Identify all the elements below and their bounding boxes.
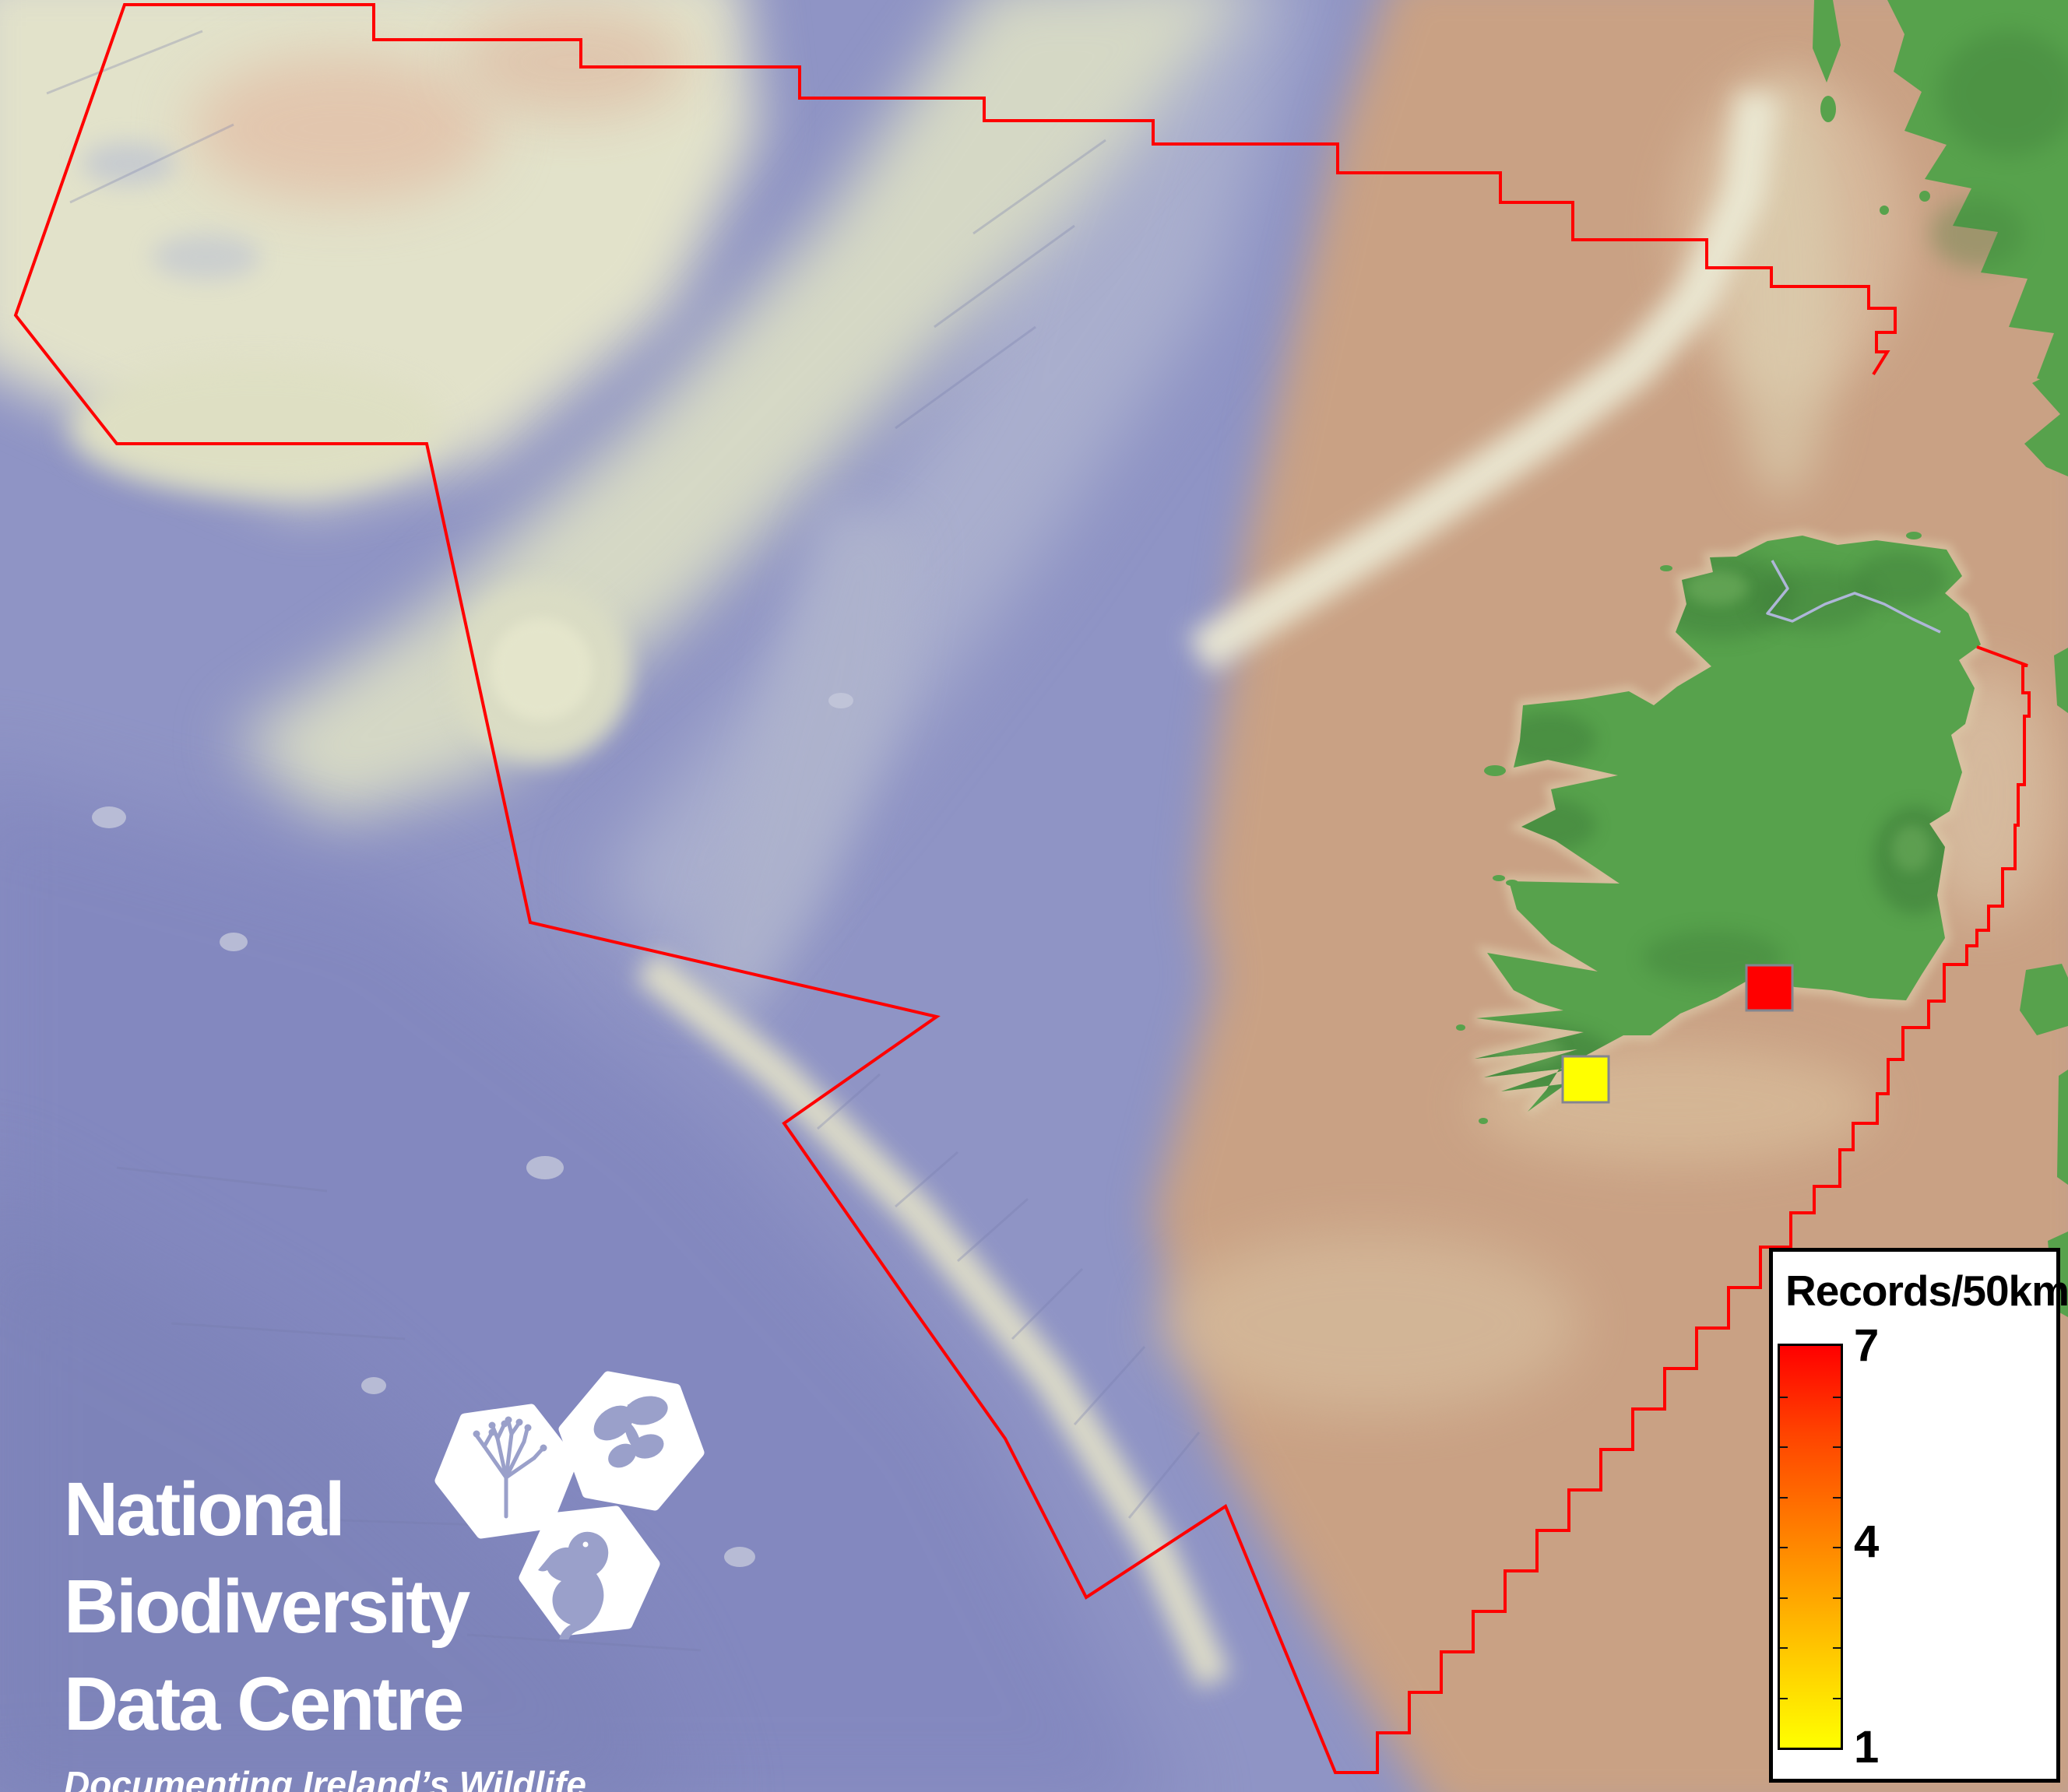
logo-hexagons	[434, 1371, 705, 1639]
plateau-dimple	[82, 142, 175, 185]
logo-line-1: National	[64, 1467, 346, 1551]
galloway-landmass	[2024, 366, 2068, 476]
legend-tick	[1833, 1597, 1841, 1599]
celtic-sand	[1160, 1234, 1581, 1413]
ireland-landmass	[1475, 536, 1981, 1112]
plateau-pink-high	[191, 54, 494, 202]
legend-tick	[1780, 1597, 1788, 1599]
plateau-pink-high2	[455, 8, 689, 117]
legend-gradient-bar	[1778, 1344, 1843, 1750]
ridge-knobby	[70, 362, 444, 494]
legend-tick	[1833, 1497, 1841, 1499]
record-cell-low	[1561, 1055, 1610, 1104]
legend-tick	[1780, 1446, 1788, 1448]
legend-box: Records/50km 7 4 1	[1769, 1248, 2068, 1783]
logo-line-2: Biodiversity	[64, 1564, 470, 1649]
flower-umbel-icon	[473, 1416, 547, 1519]
round-bank-top	[490, 618, 593, 721]
legend-tick	[1833, 1446, 1841, 1448]
designated-area-boundary	[13, 3, 2031, 1774]
legend-tick	[1780, 1547, 1788, 1548]
legend-tick	[1780, 1397, 1788, 1398]
legend-tick	[1780, 1497, 1788, 1499]
scotland-landmass	[1887, 0, 2068, 388]
irish-islands	[1456, 532, 1922, 1124]
legend-tick	[1833, 1698, 1841, 1699]
legend-tick	[1833, 1647, 1841, 1649]
plateau-dimple2	[152, 234, 261, 280]
legend-mid-label: 4	[1854, 1516, 1880, 1567]
legend-title: Records/50km	[1785, 1267, 2068, 1315]
butterfly-icon	[593, 1396, 668, 1468]
logo-line-3: Data Centre	[64, 1661, 464, 1746]
record-markers	[1561, 964, 1794, 1104]
legend-tick	[1780, 1698, 1788, 1699]
scotland-shading	[1931, 31, 2068, 269]
legend-tick	[1780, 1647, 1788, 1649]
seabight-tongue	[685, 498, 919, 1028]
nw-escarpment	[1187, 90, 1780, 673]
ni-border-line	[1766, 560, 1941, 634]
wales-coast	[2057, 1070, 2068, 1185]
sw-shelf-break	[635, 951, 1231, 1689]
legend-tick	[1833, 1397, 1841, 1398]
anglesey	[2020, 964, 2068, 1035]
record-cell-high	[1745, 964, 1794, 1012]
legend-tick	[1833, 1547, 1841, 1548]
legend-max-label: 7	[1854, 1320, 1880, 1371]
nbdc-logo: National Biodiversity Data Centre Docume…	[64, 1460, 586, 1792]
scottish-islands	[1813, 0, 1930, 215]
seahorse-icon	[538, 1531, 609, 1639]
seamounts	[92, 693, 853, 1567]
relief-streaks	[46, 30, 1201, 1652]
logo-tagline: Documenting Ireland’s Wildlife	[64, 1764, 586, 1792]
legend-min-label: 1	[1854, 1722, 1880, 1773]
abyss-deeper-corner	[0, 1193, 689, 1792]
isle-of-man	[2054, 648, 2068, 713]
